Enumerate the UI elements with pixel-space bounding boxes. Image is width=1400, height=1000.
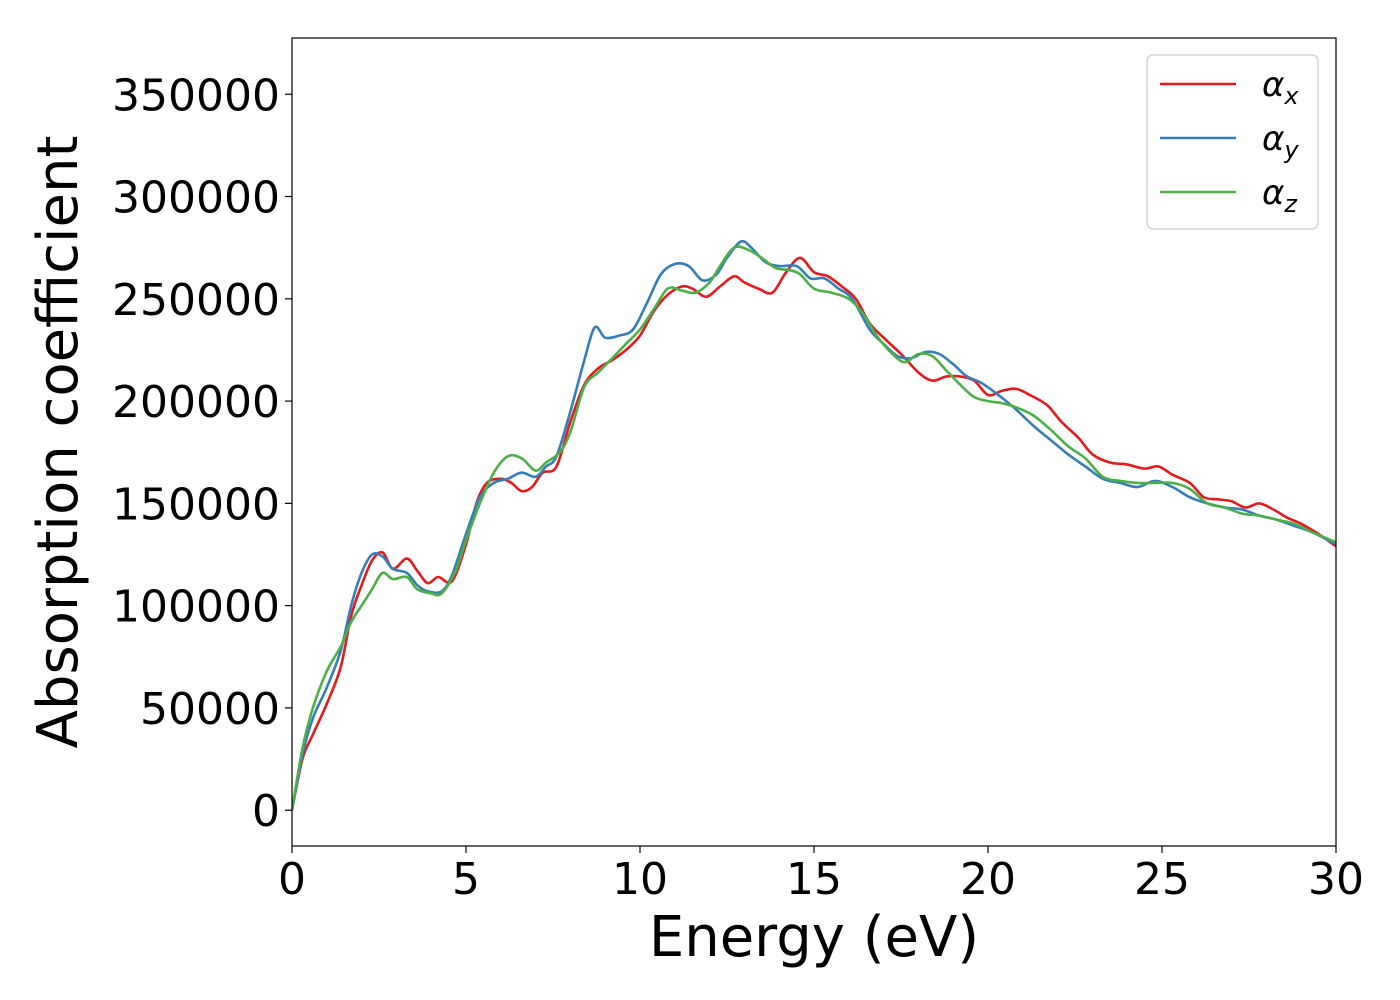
x-tick-label: 10 [612,854,668,905]
legend: αx αy αz [1146,54,1319,230]
y-tick-label: 250000 [112,275,280,326]
x-tick-label: 30 [1308,854,1364,905]
legend-label-z: αz [1262,173,1298,218]
legend-label-y: αy [1262,119,1299,164]
y-tick-label: 100000 [112,582,280,633]
y-axis-label: Absorption coefficient [26,136,91,749]
series-line-z [292,245,1336,811]
x-axis-ticks: 0 5 10 15 20 25 30 [278,846,1364,905]
y-tick-label: 50000 [140,684,280,735]
series-line-y [292,239,1336,811]
y-tick-label: 150000 [112,479,280,530]
x-axis-label: Energy (eV) [649,905,979,970]
legend-label-x: αx [1262,65,1299,110]
series-line-x [292,256,1336,811]
y-axis-ticks: 0 50000 100000 150000 200000 250000 300000 3500… [112,70,292,837]
y-tick-label: 200000 [112,377,280,428]
x-tick-label: 5 [452,854,480,905]
series-layer [292,239,1336,811]
x-tick-label: 20 [960,854,1016,905]
x-tick-label: 15 [786,854,842,905]
y-tick-label: 0 [252,786,280,837]
y-tick-label: 350000 [112,70,280,121]
x-tick-label: 25 [1134,854,1190,905]
x-tick-label: 0 [278,854,306,905]
y-tick-label: 300000 [112,173,280,224]
legend-box [1146,54,1319,230]
